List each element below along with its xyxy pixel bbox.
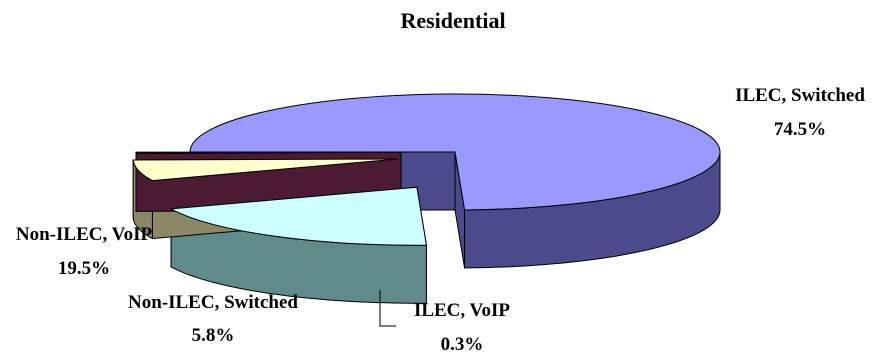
chart-title: Residential — [400, 8, 505, 33]
label-non-ilec-switched: Non-ILEC, Switched — [128, 292, 298, 313]
label-ilec-switched: ILEC, Switched — [735, 85, 865, 106]
value-non-ilec-voip: 19.5% — [58, 258, 110, 279]
slice-ilec-voip — [135, 151, 402, 154]
value-ilec-switched: 74.5% — [774, 119, 826, 140]
slice-ilec-switched — [189, 93, 721, 211]
label-non-ilec-voip: Non-ILEC, VoIP — [16, 224, 153, 245]
label-ilec-voip: ILEC, VoIP — [414, 300, 510, 321]
slice-non-ilec-switched — [132, 158, 399, 182]
leader-line-ilec-voip — [379, 290, 396, 327]
slice-non-ilec-voip — [169, 186, 428, 246]
value-non-ilec-switched: 5.8% — [192, 325, 235, 346]
value-ilec-voip: 0.3% — [441, 334, 484, 353]
pie-tops — [132, 93, 721, 246]
